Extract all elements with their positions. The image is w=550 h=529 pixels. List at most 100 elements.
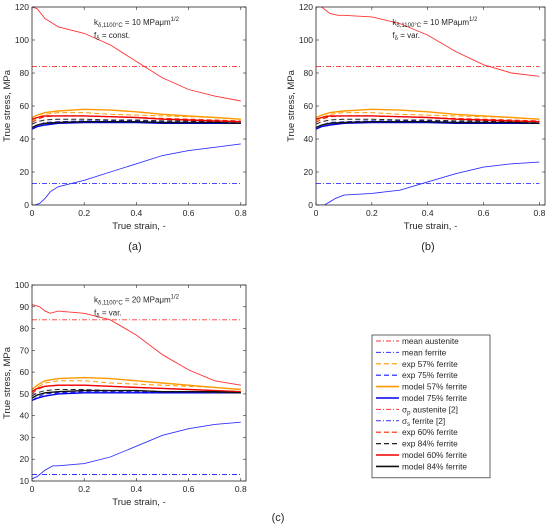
- plot-area: [32, 7, 246, 205]
- series-line: [32, 7, 241, 102]
- series-line: [316, 115, 540, 123]
- plot-area: [316, 7, 545, 205]
- series-line: [316, 108, 540, 120]
- series-line: [316, 120, 540, 129]
- series-line: [32, 143, 241, 205]
- legend-label: σp austenite [2]: [402, 404, 458, 416]
- y-tick-label: 40: [20, 134, 30, 144]
- y-tick-label: 60: [304, 101, 314, 111]
- y-axis-label: True stress, MPa: [286, 69, 297, 142]
- legend-label: model 60% ferrite: [402, 450, 467, 460]
- y-tick-label: 100: [15, 35, 29, 45]
- parameter-annotation: kδ,1100°C = 10 MPaμm1/2: [392, 17, 478, 29]
- y-tick-label: 0: [24, 200, 29, 210]
- x-axis-label: True strain, -: [112, 221, 166, 232]
- legend-label: model 57% ferrite: [402, 382, 467, 392]
- legend-label: model 75% ferrite: [402, 393, 467, 403]
- y-tick-label: 20: [20, 167, 30, 177]
- parameter-annotation: fδ = var.: [392, 31, 420, 42]
- y-tick-label: 20: [20, 454, 30, 464]
- x-tick-label: 0.2: [366, 208, 378, 218]
- chart-panel: 0 20 40 60 80 100 120 0 0.2 0.4 0.6 0.8 True strain,…: [286, 2, 546, 253]
- series-line: [316, 115, 540, 123]
- series-line: [32, 391, 241, 401]
- x-tick-label: 0: [30, 208, 35, 218]
- series-line: [32, 392, 241, 402]
- y-tick-label: 70: [20, 345, 30, 355]
- series-group: [316, 7, 540, 205]
- y-axis-label: True stress, MPa: [2, 346, 13, 419]
- parameter-annotation: kδ,1100°C = 20 MPaμm1/2: [94, 295, 180, 307]
- y-tick-label: 100: [299, 35, 313, 45]
- series-line: [32, 120, 241, 129]
- y-tick-label: 80: [20, 68, 30, 78]
- x-tick-label: 0.8: [235, 484, 247, 494]
- panel-label: (c): [272, 512, 285, 524]
- legend-label: exp 57% ferrite: [402, 359, 458, 369]
- x-axis-label: True strain, -: [404, 221, 458, 232]
- parameter-annotation: fδ = var.: [94, 309, 122, 320]
- y-tick-label: 90: [20, 302, 30, 312]
- legend-label: σs ferrite [2]: [402, 416, 445, 428]
- plot-area: [32, 285, 246, 481]
- legend-label: model 84% ferrite: [402, 461, 467, 471]
- series-line: [32, 376, 241, 391]
- x-tick-label: 0.6: [478, 208, 490, 218]
- y-tick-label: 20: [304, 167, 314, 177]
- y-tick-label: 60: [20, 101, 30, 111]
- y-tick-label: 120: [299, 2, 313, 12]
- panel-label: (b): [421, 241, 434, 253]
- series-line: [316, 118, 540, 125]
- series-line: [32, 389, 241, 399]
- series-line: [32, 389, 241, 397]
- series-line: [32, 384, 241, 393]
- y-tick-label: 0: [308, 200, 313, 210]
- legend-label: exp 60% ferrite: [402, 427, 458, 437]
- legend-box: [371, 334, 491, 479]
- y-tick-label: 100: [15, 280, 29, 290]
- y-tick-label: 80: [304, 68, 314, 78]
- series-group: [32, 7, 241, 205]
- y-tick-label: 60: [20, 367, 30, 377]
- series-group: [32, 304, 241, 480]
- series-line: [316, 121, 540, 130]
- x-tick-label: 0: [30, 484, 35, 494]
- series-line: [32, 118, 241, 125]
- parameter-annotation: kδ,1100°C = 10 MPaμm1/2: [94, 17, 180, 29]
- series-line: [32, 380, 241, 393]
- y-tick-label: 80: [20, 324, 30, 334]
- legend-label: mean ferrite: [402, 347, 447, 357]
- x-tick-label: 0.4: [130, 484, 142, 494]
- series-line: [32, 304, 241, 386]
- series-line: [32, 112, 241, 122]
- series-line: [32, 115, 241, 123]
- x-tick-label: 0.4: [422, 208, 434, 218]
- y-axis-label: True stress, MPa: [2, 69, 13, 142]
- series-line: [32, 108, 241, 120]
- series-line: [32, 121, 241, 130]
- plot-frame: [31, 284, 247, 482]
- legend-label: mean austenite: [402, 336, 459, 346]
- x-tick-label: 0.8: [534, 208, 546, 218]
- y-tick-label: 40: [304, 134, 314, 144]
- panel-label: (a): [128, 241, 141, 253]
- x-tick-label: 0.2: [78, 208, 90, 218]
- x-axis-label: True strain, -: [112, 497, 166, 508]
- y-tick-label: 30: [20, 432, 30, 442]
- x-tick-label: 0.6: [183, 208, 195, 218]
- chart-panel: 0 20 40 60 80 100 120 0 0.2 0.4 0.6 0.8 True strain,…: [2, 2, 247, 253]
- legend-label: exp 75% ferrite: [402, 370, 458, 380]
- x-tick-label: 0: [314, 208, 319, 218]
- x-tick-label: 0.6: [183, 484, 195, 494]
- series-line: [32, 115, 241, 123]
- y-tick-label: 50: [20, 389, 30, 399]
- parameter-annotation: fδ = const.: [94, 31, 130, 42]
- y-tick-label: 10: [20, 476, 30, 486]
- x-tick-label: 0.2: [78, 484, 90, 494]
- series-line: [320, 7, 540, 77]
- series-line: [32, 421, 241, 480]
- series-line: [316, 161, 540, 205]
